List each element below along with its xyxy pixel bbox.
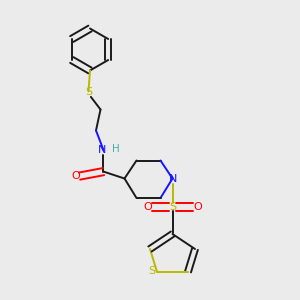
- Text: S: S: [169, 202, 176, 212]
- Text: O: O: [71, 171, 80, 181]
- Text: O: O: [143, 202, 152, 212]
- Text: N: N: [98, 145, 106, 155]
- Text: O: O: [193, 202, 202, 212]
- Text: S: S: [85, 86, 92, 97]
- Text: H: H: [112, 143, 120, 154]
- Text: S: S: [148, 266, 155, 277]
- Text: N: N: [169, 173, 178, 184]
